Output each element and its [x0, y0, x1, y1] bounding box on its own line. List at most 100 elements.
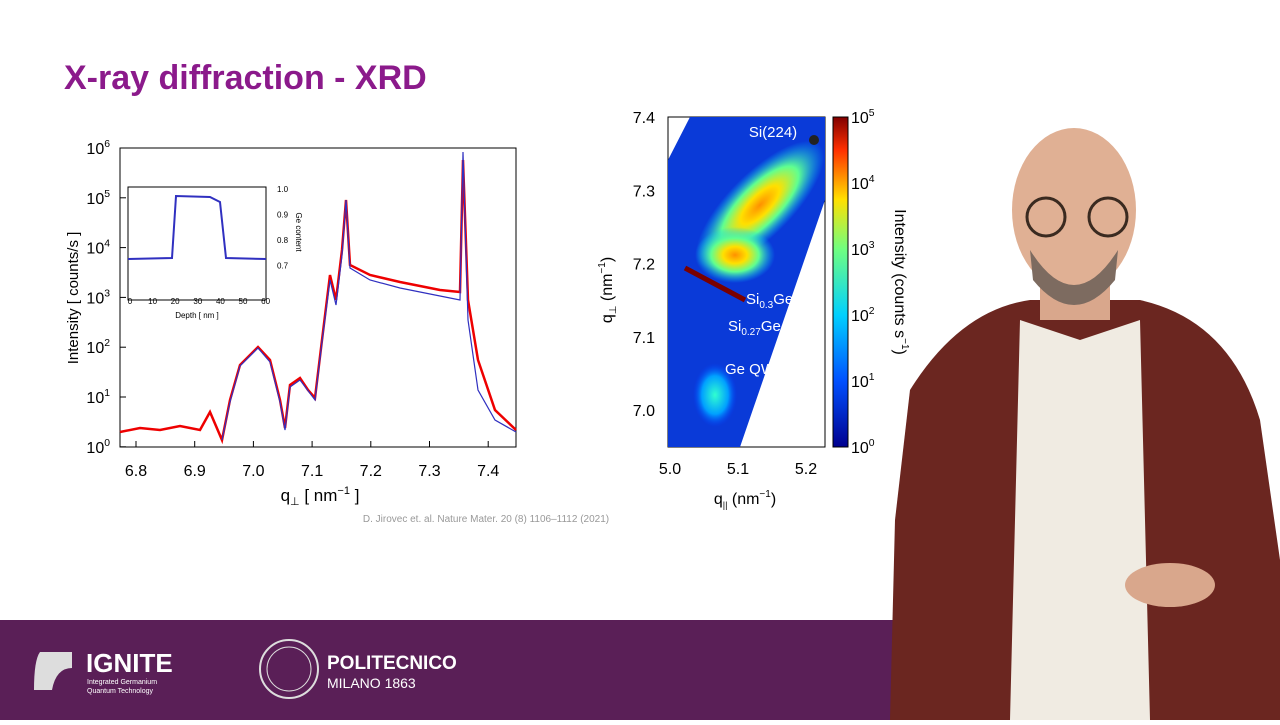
x-tick-label: 6.9	[184, 463, 206, 480]
label-part: Ge	[761, 318, 781, 335]
label-part: 0.3	[759, 300, 773, 311]
annotation: Si0.27Ge0.73	[728, 318, 801, 338]
label-part: −1	[597, 262, 608, 274]
tick-exp: 2	[104, 338, 110, 349]
tick-label: 106	[86, 139, 110, 158]
measured-curve	[119, 159, 517, 445]
tick-base: 10	[86, 141, 104, 158]
annotation: Si(224)	[749, 124, 797, 141]
tick-base: 10	[86, 191, 104, 208]
label-part: q	[714, 491, 723, 508]
tick-base: 10	[86, 290, 104, 307]
y-tick-label: 7.0	[633, 403, 655, 420]
x-tick-label: 7.3	[418, 463, 440, 480]
y-axis-label: Intensity [ counts/s ]	[65, 232, 82, 365]
colorbar-label: Intensity (counts s−1)	[891, 209, 910, 355]
tick-label: 104	[86, 239, 110, 258]
tick-label: 101	[851, 372, 875, 391]
tick-base: 10	[86, 440, 104, 457]
label-part: 0.7	[793, 300, 807, 311]
tick-exp: 0	[869, 438, 875, 449]
citation: D. Jirovec et. al. Nature Mater. 20 (8) …	[363, 514, 609, 525]
x-tick-label: 10	[148, 297, 157, 306]
tick-exp: 6	[104, 139, 110, 150]
tick-label: 103	[86, 288, 110, 307]
tick-exp: 5	[104, 189, 110, 200]
x-tick-label: 7.2	[360, 463, 382, 480]
y-axis-label: q⊥ (nm−1)	[597, 257, 619, 323]
tick-base: 10	[851, 110, 869, 127]
label-part: −1	[899, 338, 910, 350]
label-part: Ge	[773, 291, 793, 308]
label-part: [ nm	[300, 486, 338, 505]
label-part: ||	[723, 500, 728, 510]
label-part: q	[599, 314, 616, 323]
y-tick-label: 7.1	[633, 330, 655, 347]
annotation: Ge QW	[725, 361, 776, 378]
tick-exp: 0	[104, 438, 110, 449]
tick-base: 10	[86, 241, 104, 258]
tick-base: 10	[851, 374, 869, 391]
tick-exp: 1	[869, 372, 875, 383]
x-tick-label: 5.0	[659, 461, 681, 478]
label-part: 0.73	[781, 327, 801, 338]
tick-exp: 4	[869, 174, 875, 185]
tick-base: 10	[86, 390, 104, 407]
inset-y-label: Ge content	[294, 212, 303, 252]
label-part: (nm	[727, 491, 759, 508]
tick-label: 104	[851, 174, 875, 193]
x-tick-label: 7.4	[477, 463, 499, 480]
label-part: ⊥	[290, 496, 300, 508]
tick-base: 10	[851, 308, 869, 325]
label-part: −1	[759, 489, 771, 500]
x-tick-label: 60	[261, 297, 270, 306]
annotation: Si0.3Ge0.7	[746, 291, 808, 311]
y-tick-label: 7.2	[633, 257, 655, 274]
university: POLITECNICO	[327, 653, 457, 674]
x-axis-label: q|| (nm−1)	[714, 489, 776, 510]
tick-label: 100	[86, 438, 110, 457]
tick-label: 105	[851, 108, 875, 127]
tick-exp: 5	[869, 108, 875, 119]
label-part: (nm	[599, 274, 616, 306]
slide-title: X-ray diffraction - XRD	[64, 59, 427, 97]
university: MILANO 1863	[327, 675, 416, 691]
brand-sub: Quantum Technology	[87, 688, 154, 695]
brand-sub: Integrated Germanium	[87, 679, 157, 686]
label-part: ⊥	[608, 306, 619, 315]
tick-base: 10	[851, 242, 869, 259]
x-tick-label: 5.1	[727, 461, 749, 478]
label-part: )	[599, 257, 616, 262]
label-part: Si	[746, 291, 759, 308]
tick-exp: 3	[869, 240, 875, 251]
tick-base: 10	[86, 340, 104, 357]
polimi-seal	[266, 646, 312, 692]
inset-x-label: Depth [ nm ]	[175, 311, 219, 320]
x-tick-label: 20	[171, 297, 180, 306]
label-part: −1	[337, 485, 350, 497]
tick-base: 10	[851, 440, 869, 457]
y-tick-label: 7.3	[633, 183, 655, 200]
tick-exp: 2	[869, 306, 875, 317]
y-tick-label: 7.4	[633, 110, 655, 127]
tick-exp: 4	[104, 239, 110, 250]
x-tick-label: 7.1	[301, 463, 323, 480]
ignite-logo	[34, 652, 72, 690]
x-tick-label: 40	[216, 297, 225, 306]
brand: IGNITE	[86, 648, 173, 678]
label-part: q	[281, 486, 290, 505]
tick-label: 103	[851, 240, 875, 259]
x-tick-label: 0	[128, 297, 133, 306]
x-tick-label: 5.2	[795, 461, 817, 478]
presenter	[890, 128, 1280, 720]
y-tick-label: 0.8	[277, 236, 289, 245]
tick-label: 100	[851, 438, 875, 457]
fit-curve	[221, 151, 517, 441]
colorbar	[832, 116, 849, 448]
inset-curve	[127, 194, 267, 260]
tick-exp: 3	[104, 288, 110, 299]
tick-label: 102	[851, 306, 875, 325]
y-tick-label: 0.9	[277, 211, 289, 220]
label-part: Si	[728, 318, 741, 335]
